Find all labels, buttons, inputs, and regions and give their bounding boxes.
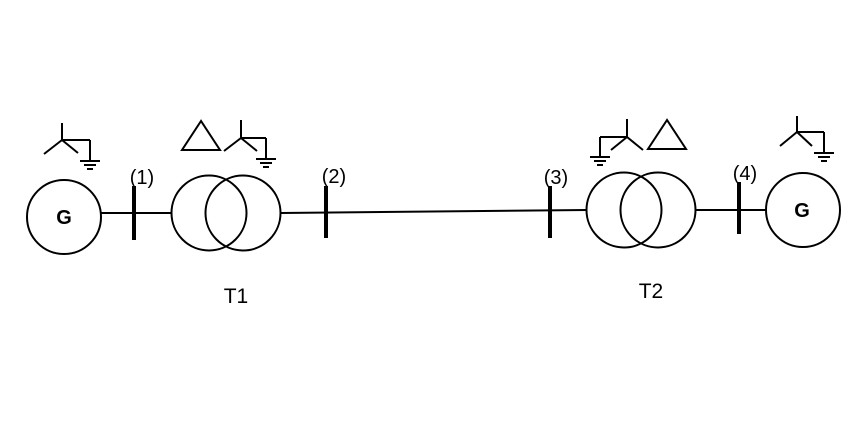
generator-2: G <box>765 172 841 248</box>
t1-grounded-wye-icon <box>223 120 276 168</box>
transmission-line <box>280 209 588 214</box>
bus-1: (1) <box>130 167 154 240</box>
t1-delta-icon <box>180 119 222 151</box>
bus-2: (2) <box>322 166 346 238</box>
bus-1-label: (1) <box>130 167 154 189</box>
bus-4-label: (4) <box>733 163 757 185</box>
transformer-t1-label: T1 <box>224 285 249 308</box>
generator-2-grounded-wye-icon <box>779 116 834 162</box>
t2-delta-icon <box>646 118 688 150</box>
t2-grounded-wye-icon <box>590 119 644 166</box>
bus-2-label: (2) <box>322 166 346 188</box>
bus-4: (4) <box>733 163 757 234</box>
transformer-t2-label: T2 <box>639 280 664 303</box>
generator-1: G <box>26 179 102 255</box>
transformer-t2: T2 <box>585 171 697 303</box>
transformer-t1: T1 <box>170 174 282 308</box>
generator-1-label: G <box>56 207 72 229</box>
bus-3: (3) <box>544 167 568 238</box>
generator-2-label: G <box>794 200 810 222</box>
generator-1-grounded-wye-icon <box>43 123 100 170</box>
bus-3-label: (3) <box>544 167 568 189</box>
